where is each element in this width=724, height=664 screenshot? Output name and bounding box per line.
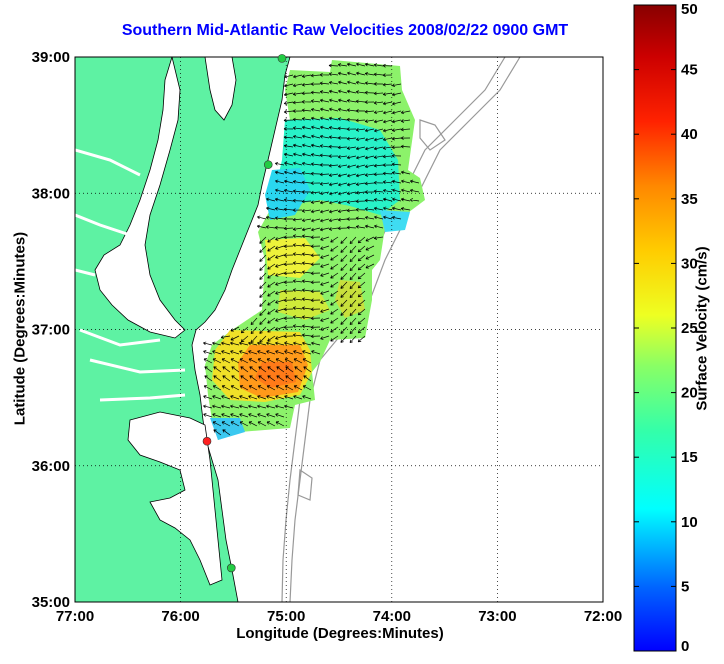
colorbar-tick-label: 45 xyxy=(681,62,698,79)
sound-water xyxy=(127,411,223,586)
station-marker xyxy=(263,160,273,169)
lat-tick-label: 35:00 xyxy=(32,594,70,611)
colorbar-tick-label: 0 xyxy=(681,638,689,655)
colorbar-tick-label: 5 xyxy=(681,578,689,595)
axis-tick-labels: 77:00 76:00 75:00 74:00 73:00 72:00 35:00 36:00… xyxy=(32,49,623,625)
radar-stations xyxy=(202,54,287,573)
colorbar-tick-label: 20 xyxy=(681,385,698,402)
colorbar xyxy=(633,4,677,652)
station-marker xyxy=(277,54,287,63)
colorbar-tick-label: 35 xyxy=(681,191,698,208)
lon-tick-label: 76:00 xyxy=(161,608,199,625)
colorbar-tick-label: 10 xyxy=(681,514,698,531)
velocity-field xyxy=(205,60,425,440)
colorbar-tick-label: 25 xyxy=(681,320,698,337)
lon-tick-label: 75:00 xyxy=(267,608,305,625)
lat-tick-label: 38:00 xyxy=(32,185,70,202)
colorbar-label: Surface Velocity (cm/s) xyxy=(693,246,711,411)
colorbar-tick-label: 40 xyxy=(681,126,698,143)
y-axis-label: Latitude (Degrees:Minutes) xyxy=(11,231,29,426)
lat-tick-label: 37:00 xyxy=(32,322,70,339)
velocity-vectors xyxy=(203,62,420,436)
colorbar-tick-label: 30 xyxy=(681,255,698,272)
vector-arrows xyxy=(203,62,420,436)
lon-tick-label: 73:00 xyxy=(478,608,516,625)
colorbar-ticks: 0 5 10 15 20 25 30 35 40 45 50 xyxy=(634,1,698,655)
grid-lines xyxy=(75,57,603,602)
delaware-bay xyxy=(204,57,237,121)
colorbar-tick-label: 50 xyxy=(681,1,698,18)
map-title: Southern Mid-Atlantic Raw Velocities 200… xyxy=(121,22,569,39)
lon-tick-label: 72:00 xyxy=(584,608,622,625)
chesapeake-bay xyxy=(94,57,186,339)
station-marker xyxy=(226,563,236,573)
lat-tick-label: 36:00 xyxy=(32,458,70,475)
plot-frame xyxy=(74,56,604,603)
station-marker xyxy=(202,436,212,446)
x-axis-label: Longitude (Degrees:Minutes) xyxy=(236,625,444,642)
lon-tick-label: 74:00 xyxy=(373,608,411,625)
colorbar-tick-label: 15 xyxy=(681,449,698,466)
lat-tick-label: 39:00 xyxy=(32,49,70,66)
rivers xyxy=(75,148,186,402)
lon-tick-label: 77:00 xyxy=(56,608,94,625)
